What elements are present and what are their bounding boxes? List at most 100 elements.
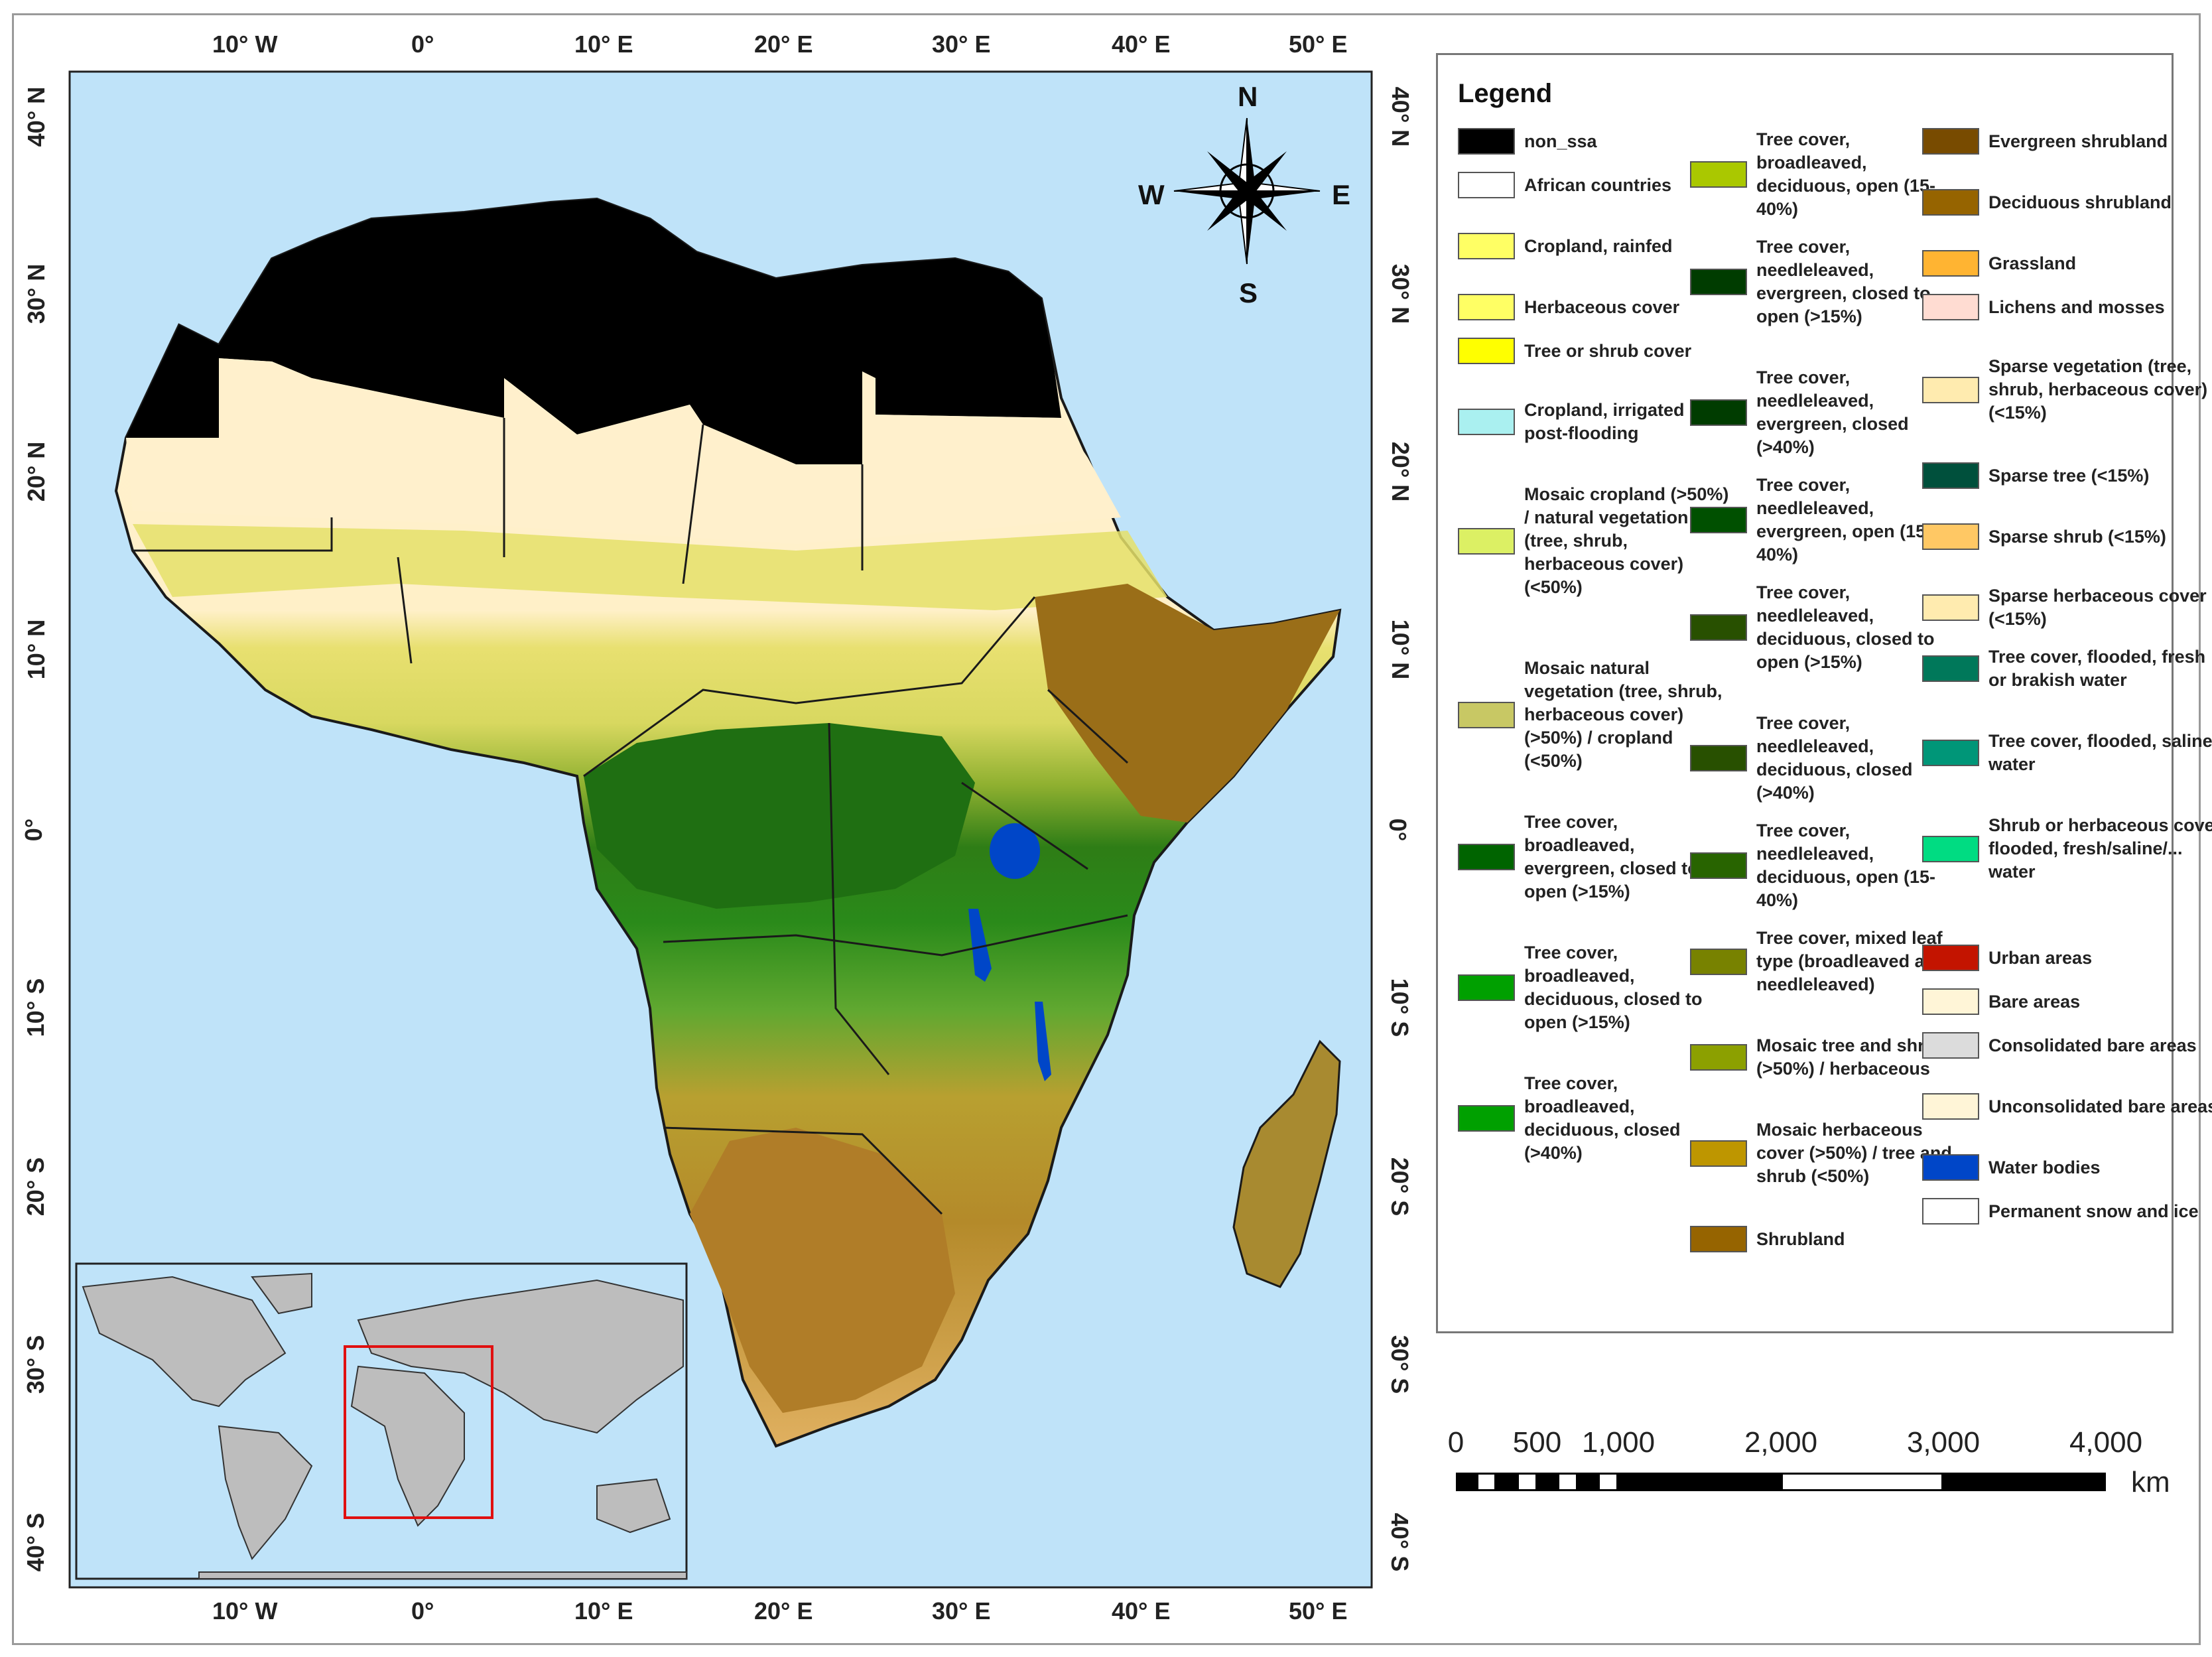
- legend-label: Deciduous shrubland: [1988, 192, 2172, 212]
- legend-swatch: [1690, 1226, 1747, 1252]
- lake-victoria: [990, 823, 1040, 879]
- legend-title: Legend: [1458, 79, 1553, 108]
- congo-rainforest: [584, 723, 975, 909]
- lon-label: 50° E: [1289, 1597, 1348, 1624]
- lat-label: 10° N: [23, 619, 50, 680]
- lon-label: 10° E: [574, 1597, 633, 1624]
- scale-bar-segment: [1516, 1473, 1537, 1491]
- legend-swatch: [1690, 745, 1747, 771]
- scale-bar-segment: [1456, 1473, 1476, 1491]
- scale-bar-label: 2,000: [1744, 1426, 1818, 1459]
- scale-bar-graphic: [1456, 1473, 2106, 1491]
- legend-item: Tree cover, flooded, saline water: [1922, 730, 2212, 776]
- legend-item: Sparse vegetation (tree, shrub, herbaceo…: [1922, 355, 2212, 425]
- lon-label: 20° E: [754, 31, 813, 58]
- scale-bar-unit: km: [2131, 1466, 2170, 1498]
- legend-label: Permanent snow and ice: [1988, 1201, 2199, 1221]
- legend-item: Evergreen shrubland: [1922, 128, 2212, 155]
- legend-label: Mosaic cropland (>50%) / natural vegetat…: [1524, 484, 1729, 597]
- lat-label: 20° N: [23, 441, 50, 502]
- legend-label: Tree cover, broadleaved, evergreen, clos…: [1524, 812, 1699, 901]
- lon-label: 10° E: [574, 31, 633, 58]
- legend-label: Shrub or herbaceous cover, flooded, fres…: [1988, 815, 2212, 882]
- legend-item: Mosaic natural vegetation (tree, shrub, …: [1458, 657, 1730, 773]
- lon-label: 10° W: [212, 1597, 278, 1624]
- legend-label: Tree cover, needleleaved, deciduous, clo…: [1756, 713, 1913, 803]
- legend-item: Tree or shrub cover: [1458, 338, 1730, 364]
- compass-north: N: [1238, 81, 1258, 112]
- lon-label: 40° E: [1112, 31, 1171, 58]
- lat-label: 10° S: [22, 978, 50, 1037]
- lat-label: 40° N: [1387, 86, 1415, 147]
- scale-bar-label: 1,000: [1581, 1426, 1656, 1459]
- legend-item: Tree cover, broadleaved, deciduous, open…: [1690, 128, 1962, 221]
- legend-swatch: [1690, 1044, 1747, 1071]
- legend-label: Tree cover, needleleaved, evergreen, clo…: [1756, 367, 1909, 457]
- lon-label: 50° E: [1289, 31, 1348, 58]
- lake-tanganyika: [968, 909, 992, 982]
- legend-item: Tree cover, needleleaved, deciduous, ope…: [1690, 819, 1962, 912]
- legend-label: Sparse herbaceous cover (<15%): [1988, 586, 2207, 629]
- legend-swatch: [1922, 376, 1979, 403]
- legend-swatch: [1690, 852, 1747, 879]
- legend-label: Tree cover, needleleaved, evergreen, ope…: [1756, 475, 1932, 564]
- scale-bar-segment: [1598, 1473, 1618, 1491]
- scale-bar-segment: [1476, 1473, 1497, 1491]
- legend-item: Tree cover, broadleaved, deciduous, clos…: [1458, 941, 1730, 1034]
- legend-label: Mosaic natural vegetation (tree, shrub, …: [1524, 658, 1723, 771]
- legend-item: Unconsolidated bare areas: [1922, 1093, 2212, 1120]
- legend-swatch: [1458, 409, 1515, 435]
- lat-label: 20° N: [1387, 441, 1415, 502]
- legend-swatch: [1458, 527, 1515, 555]
- legend-swatch: [1458, 844, 1515, 870]
- legend-item: Shrubland: [1690, 1226, 1962, 1252]
- legend-swatch: [1458, 294, 1515, 320]
- legend-label: Mosaic herbaceous cover (>50%) / tree an…: [1756, 1120, 1952, 1186]
- legend-item: non_ssa: [1458, 128, 1730, 155]
- lat-label: 30° N: [23, 263, 50, 324]
- legend-swatch: [1458, 233, 1515, 259]
- lat-label: 0°: [1384, 818, 1412, 842]
- legend-swatch: [1458, 338, 1515, 364]
- compass-rose-icon: [1173, 117, 1321, 265]
- legend-swatch: [1690, 614, 1747, 641]
- legend-item: Sparse herbaceous cover (<15%): [1922, 584, 2212, 631]
- lat-label: 40° S: [22, 1512, 50, 1572]
- lat-label: 10° N: [1387, 619, 1415, 680]
- scale-bar-segment: [1496, 1473, 1517, 1491]
- legend-swatch: [1922, 1093, 1979, 1120]
- legend-label: Bare areas: [1988, 991, 2081, 1012]
- legend-label: Lichens and mosses: [1988, 297, 2165, 317]
- legend-label: Grassland: [1988, 253, 2077, 273]
- horn-shrubland: [1035, 584, 1340, 823]
- legend-item: Sparse shrub (<15%): [1922, 523, 2212, 550]
- scale-bar-segment: [1537, 1473, 1558, 1491]
- legend-swatch: [1922, 189, 1979, 216]
- kalahari-shrubland: [690, 1128, 955, 1413]
- lon-label: 20° E: [754, 1597, 813, 1624]
- scale-bar-segment: [1557, 1473, 1578, 1491]
- legend-item: Cropland, irrigated or post-flooding: [1458, 399, 1730, 445]
- legend-swatch: [1922, 294, 1979, 320]
- compass-south: S: [1239, 277, 1258, 308]
- lake-malawi: [1035, 1002, 1051, 1081]
- legend-label: Tree or shrub cover: [1524, 340, 1692, 361]
- scale-bar: 0 500 1,000 2,000 3,000 4,000 km: [1448, 1426, 2172, 1506]
- legend-item: Permanent snow and ice: [1922, 1198, 2212, 1225]
- compass-east: E: [1332, 179, 1351, 210]
- legend-label: Cropland, irrigated or post-flooding: [1524, 400, 1708, 443]
- lat-label: 10° S: [1386, 978, 1414, 1037]
- legend-label: Unconsolidated bare areas: [1988, 1096, 2212, 1116]
- legend-swatch: [1922, 1032, 1979, 1059]
- legend-item: Herbaceous cover: [1458, 294, 1730, 320]
- scale-bar-label: 500: [1512, 1426, 1562, 1459]
- legend-label: Consolidated bare areas: [1988, 1035, 2197, 1055]
- legend-label: Mosaic tree and shrub (>50%) / herbaceou…: [1756, 1035, 1947, 1079]
- lat-label: 0°: [20, 818, 48, 842]
- scale-bar-segment: [1943, 1473, 2106, 1491]
- legend-item: Bare areas: [1922, 988, 2212, 1015]
- lon-label: 30° E: [932, 31, 991, 58]
- legend-item: Urban areas: [1922, 945, 2212, 971]
- legend-swatch: [1458, 701, 1515, 728]
